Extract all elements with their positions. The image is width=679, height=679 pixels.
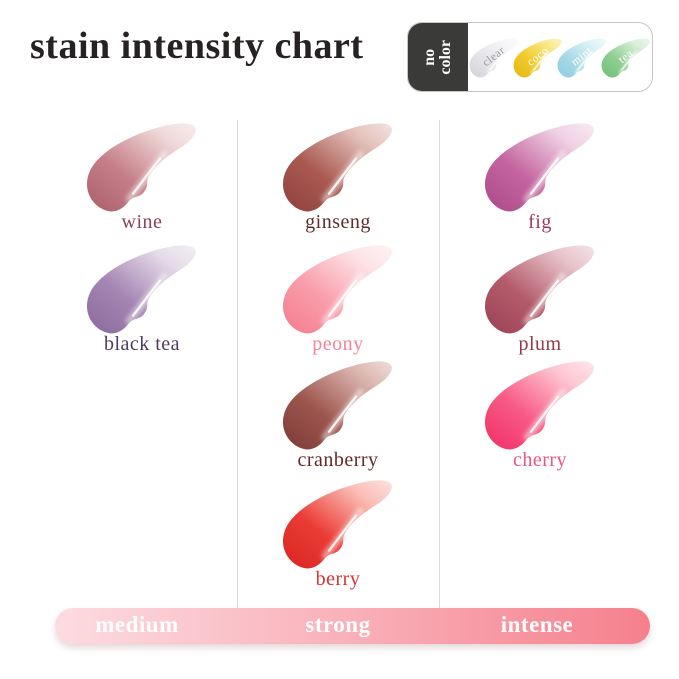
shade-label-berry: berry [315, 568, 361, 590]
mint-smear-icon [554, 36, 610, 81]
fig-smear-swatch [477, 118, 603, 219]
intensity-label-intense: intense [500, 611, 574, 637]
wine-smear-swatch [79, 118, 205, 219]
coco-smear-icon [510, 36, 566, 81]
shade-item-plum: plum [455, 240, 625, 356]
shade-label-peony: peony [312, 333, 364, 355]
swatch-mint: mint [557, 29, 606, 85]
no-color-label-block: no color [408, 23, 468, 91]
plum-smear-swatch [477, 240, 603, 341]
no-color-badge: no color clear coco mint tea [407, 22, 653, 92]
no-color-label: no color [420, 39, 454, 75]
intensity-label-medium: medium [95, 611, 179, 637]
shade-item-berry: berry [253, 475, 423, 591]
berry-smear-swatch [275, 475, 401, 576]
intensity-label-strong: strong [305, 611, 371, 637]
intensity-legend-bar: medium strong intense [55, 608, 650, 644]
shade-item-ginseng: ginseng [253, 118, 423, 234]
no-color-swatches: clear coco mint tea [468, 23, 652, 91]
cranberry-smear-swatch [275, 356, 401, 457]
ginseng-smear-swatch [275, 118, 401, 219]
cherry-smear-swatch [477, 356, 603, 457]
shade-item-black-tea: black tea [57, 240, 227, 356]
column-divider-1 [237, 120, 238, 608]
peony-smear-swatch [275, 240, 401, 341]
page-title: stain intensity chart [30, 25, 364, 67]
shade-label-plum: plum [518, 333, 562, 355]
swatch-tea: tea [601, 29, 650, 85]
tea-smear-icon [598, 36, 652, 81]
column-divider-2 [439, 120, 440, 608]
shade-label-cherry: cherry [512, 449, 568, 471]
black-tea-smear-swatch [79, 240, 205, 341]
shade-item-fig: fig [455, 118, 625, 234]
shade-item-cherry: cherry [455, 356, 625, 472]
shade-item-peony: peony [253, 240, 423, 356]
shade-label-black-tea: black tea [103, 333, 181, 355]
shade-label-cranberry: cranberry [297, 449, 379, 471]
shade-item-wine: wine [57, 118, 227, 234]
shade-item-cranberry: cranberry [253, 356, 423, 472]
shade-label-fig: fig [528, 211, 552, 233]
swatch-coco: coco [513, 29, 562, 85]
shade-label-wine: wine [121, 211, 163, 233]
shade-label-ginseng: ginseng [305, 211, 371, 233]
clear-smear-icon [466, 36, 522, 81]
swatch-clear: clear [469, 29, 518, 85]
